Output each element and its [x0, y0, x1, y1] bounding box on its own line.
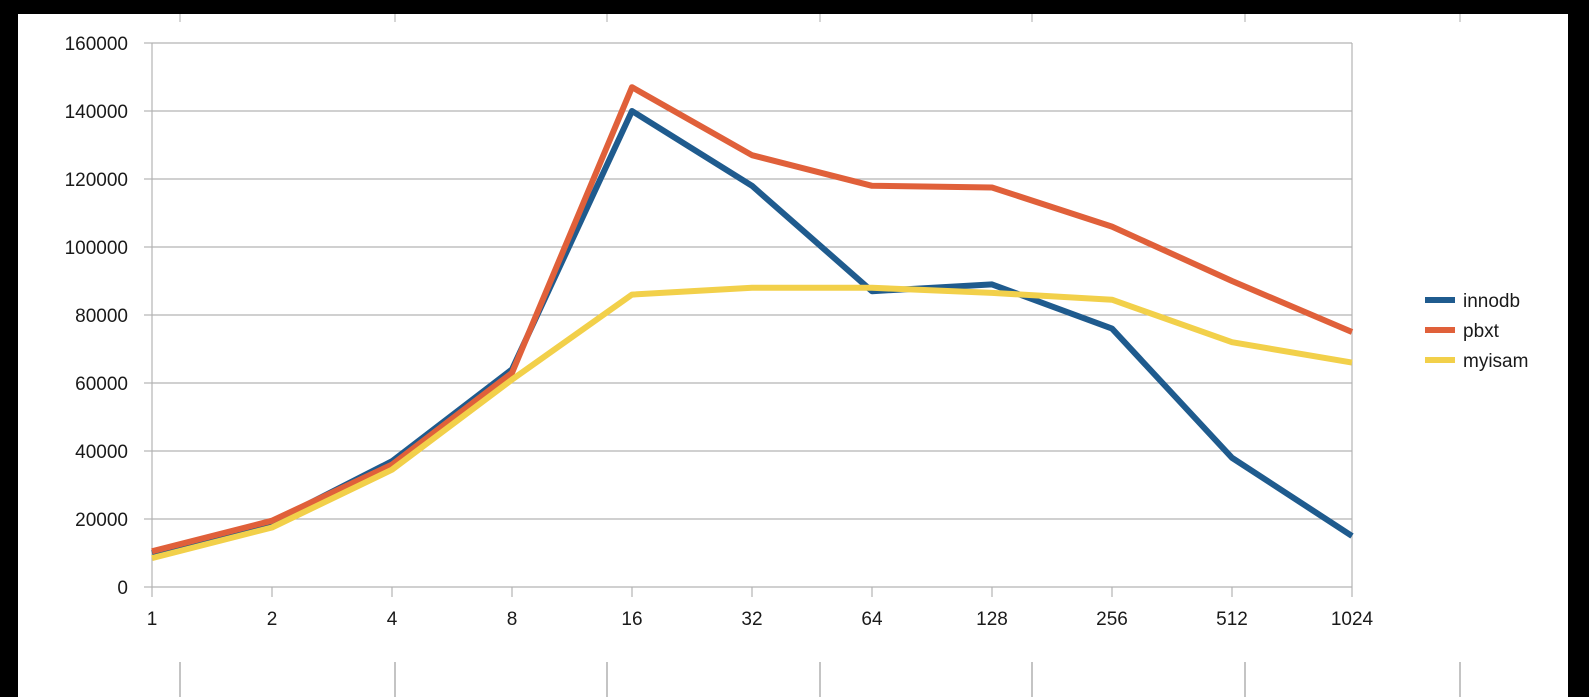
chart-panel [18, 14, 1568, 697]
y-tick-label: 20000 [75, 510, 128, 531]
x-tick-label: 8 [507, 609, 518, 630]
y-tick-label: 100000 [65, 238, 128, 259]
x-tick-label: 1 [147, 609, 158, 630]
x-tick-label: 256 [1096, 609, 1128, 630]
series-lines [151, 84, 1354, 562]
y-tick-label: 120000 [65, 170, 128, 191]
legend-label-innodb: innodb [1463, 291, 1520, 312]
x-tick-label: 1024 [1331, 609, 1374, 630]
y-tick-label: 40000 [75, 442, 128, 463]
legend: innodb pbxt myisam [1425, 291, 1528, 372]
x-tick-label: 512 [1216, 609, 1248, 630]
y-tick-label: 60000 [75, 374, 128, 395]
y-tick-label: 160000 [65, 34, 128, 55]
x-tick-label: 64 [861, 609, 883, 630]
tick-labels: 0 20000 40000 60000 80000 100000 120000 140000 1… [65, 34, 1374, 630]
x-tick-label: 4 [387, 609, 398, 630]
legend-label-pbxt: pbxt [1463, 321, 1500, 342]
y-tick-label: 140000 [65, 102, 128, 123]
y-tick-label: 0 [117, 578, 128, 599]
x-tick-label: 16 [621, 609, 642, 630]
x-tick-label: 128 [976, 609, 1008, 630]
legend-label-myisam: myisam [1463, 351, 1528, 372]
x-tick-label: 32 [741, 609, 762, 630]
y-tick-label: 80000 [75, 306, 128, 327]
axes [144, 42, 1353, 597]
x-tick-label: 2 [267, 609, 278, 630]
decorative-tick-marks [179, 14, 1461, 697]
